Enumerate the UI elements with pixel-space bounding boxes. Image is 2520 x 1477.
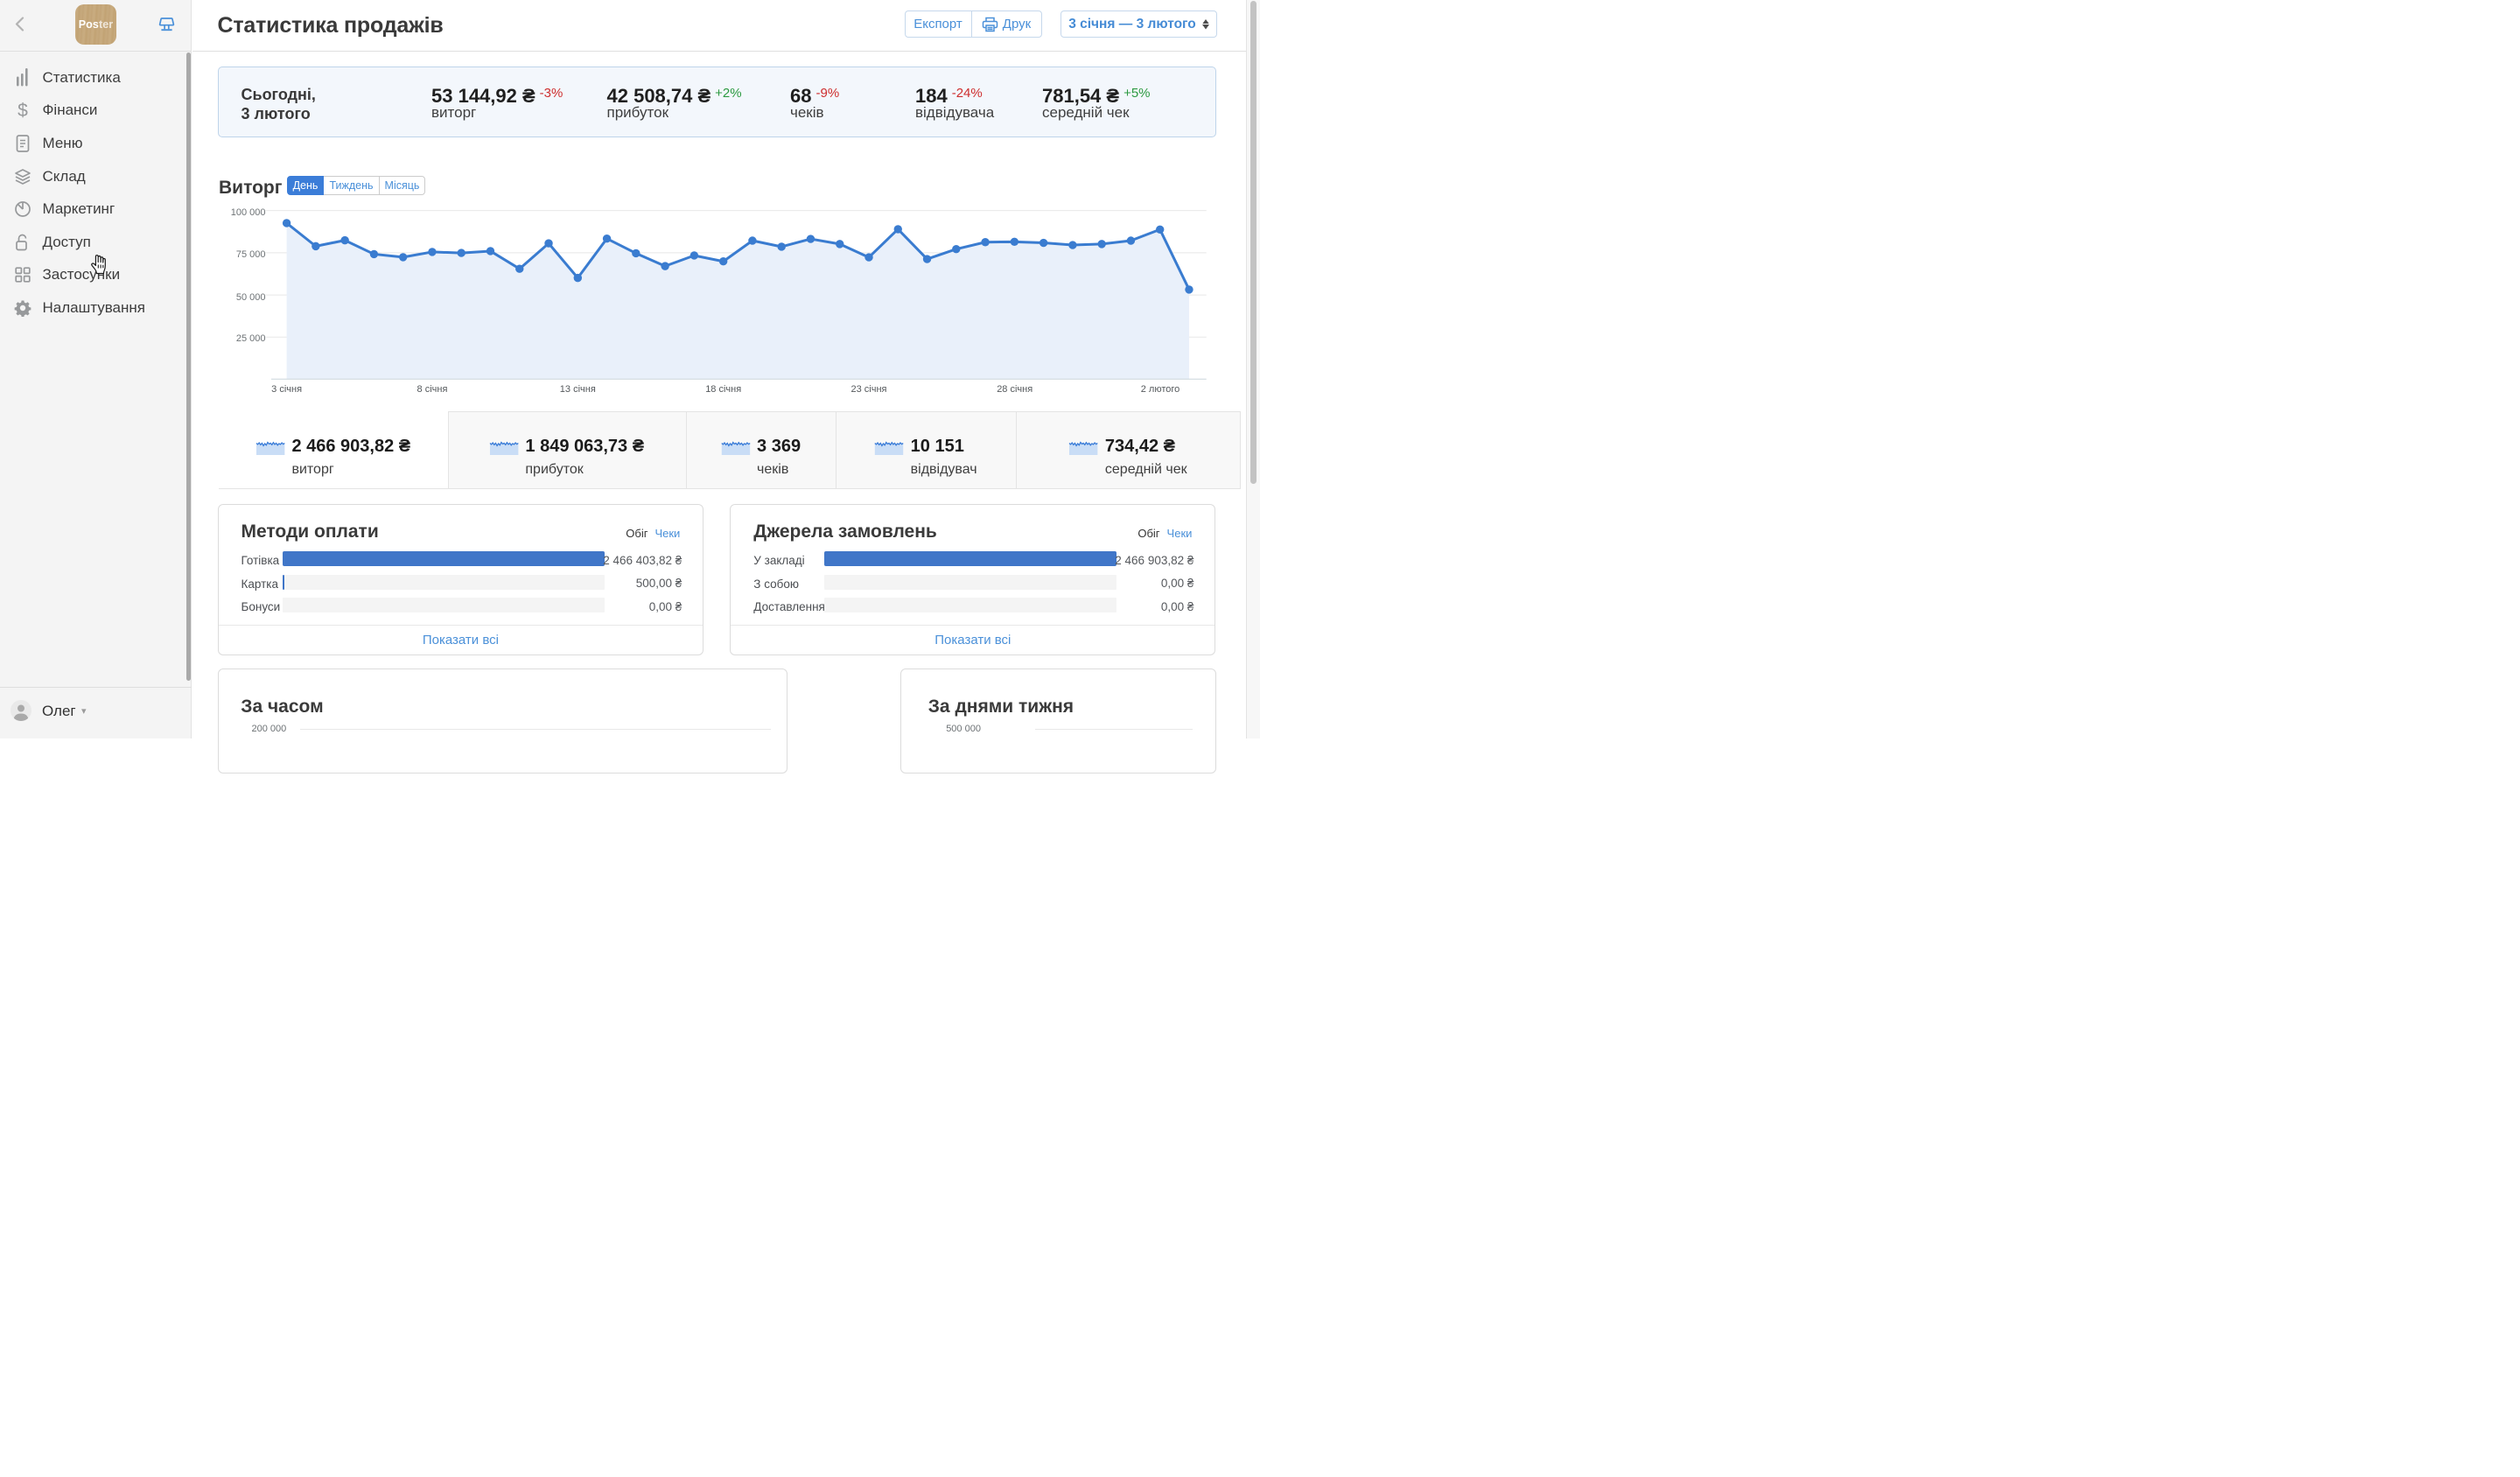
svg-text:$: $ (18, 102, 28, 119)
